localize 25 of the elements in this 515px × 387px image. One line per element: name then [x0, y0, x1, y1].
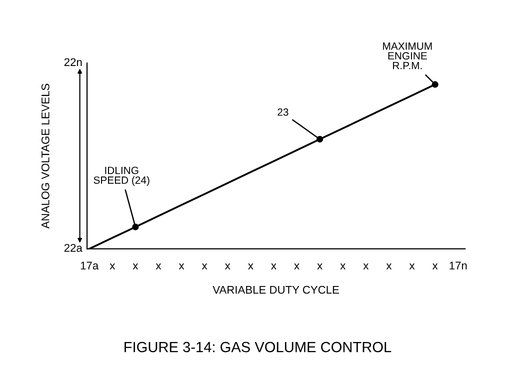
- y-axis-title: ANALOG VOLTAGE LEVELS: [41, 84, 50, 229]
- x-tick-label: x: [110, 264, 116, 270]
- annotation: 23: [278, 108, 288, 116]
- x-tick-label: x: [317, 264, 322, 270]
- x-tick-label: 17n: [450, 262, 467, 270]
- x-tick-label: x: [132, 264, 138, 270]
- text: FIGURE 3-14: GAS VOLUME CONTROL: [124, 342, 392, 352]
- x-tick-label: x: [409, 264, 415, 270]
- x-tick-label: x: [248, 264, 254, 270]
- x-tick-label: x: [386, 264, 392, 270]
- x-tick-label: x: [202, 264, 208, 270]
- x-axis-title: VARIABLE DUTY CYCLE: [212, 286, 339, 294]
- annotation: IDLING SPEED (24): [94, 166, 150, 186]
- x-tick-label: x: [271, 264, 276, 270]
- text: MAXIMUM ENGINE R.P.M.: [383, 42, 432, 70]
- x-tick-label: x: [178, 264, 184, 270]
- x-tick-label: x: [224, 264, 230, 270]
- x-tick-label: x: [294, 264, 300, 270]
- text: 22n: [64, 58, 82, 66]
- x-tick-label: x: [363, 264, 369, 270]
- x-tick-label: 17a: [80, 262, 99, 270]
- x-tick-label: x: [156, 264, 162, 270]
- text: 22a: [64, 244, 82, 252]
- x-tick-label: x: [340, 264, 346, 270]
- x-tick-label: x: [432, 264, 438, 270]
